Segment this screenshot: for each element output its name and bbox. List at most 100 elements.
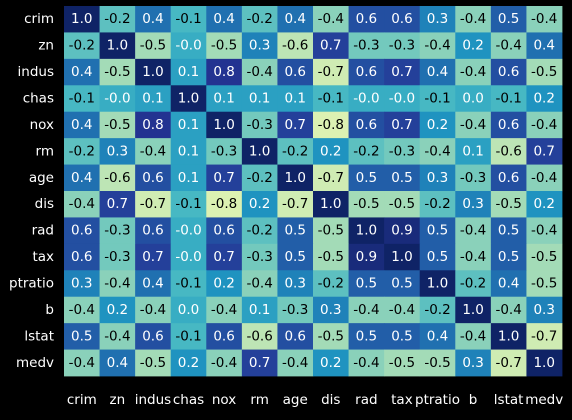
heatmap-cell-medv-ptratio: [419, 349, 456, 377]
heatmap-cell-tax-medv: [526, 243, 563, 271]
heatmap-cell-zn-crim: [64, 32, 100, 60]
cell-annotation-rm-dis: 0.2: [320, 143, 341, 159]
heatmap-cell-rad-dis: [313, 217, 349, 245]
cell-annotation-rad-chas: -0.0: [175, 223, 201, 239]
heatmap-cell-chas-rad: [348, 85, 385, 113]
cell-annotation-dis-zn: 0.7: [107, 196, 128, 212]
heatmap-cell-chas-rm: [241, 85, 278, 113]
heatmap-cell-crim-lstat: [490, 6, 527, 33]
cell-annotation-dis-ptratio: -0.2: [424, 196, 450, 212]
cell-annotation-dis-dis: 1.0: [320, 196, 341, 212]
heatmap-cell-zn-ptratio: [419, 32, 456, 60]
cell-annotation-nox-nox: 1.0: [213, 117, 234, 133]
heatmap-cell-nox-indus: [135, 111, 172, 139]
heatmap-cell-indus-tax: [384, 58, 421, 86]
cell-annotation-chas-age: 0.1: [284, 91, 305, 107]
heatmap-cell-tax-indus: [135, 243, 172, 271]
cell-annotation-nox-rad: 0.6: [356, 117, 377, 133]
heatmap-cell-b-medv: [526, 296, 563, 324]
heatmap-cell-indus-b: [455, 58, 492, 86]
cell-annotation-crim-lstat: 0.5: [498, 11, 519, 27]
cell-annotation-tax-ptratio: 0.5: [427, 249, 448, 265]
cell-annotation-rad-ptratio: 0.5: [427, 223, 448, 239]
cell-annotation-rm-chas: 0.1: [178, 143, 199, 159]
heatmap-cell-age-b: [455, 164, 492, 192]
heatmap-cell-medv-dis: [313, 349, 349, 377]
heatmap-cell-rad-lstat: [490, 217, 527, 245]
cell-annotation-b-zn: 0.2: [107, 302, 128, 318]
heatmap-cell-age-dis: [313, 164, 349, 192]
heatmap-cell-indus-lstat: [490, 58, 527, 86]
cell-annotation-medv-indus: -0.5: [140, 355, 166, 371]
heatmap-cell-rad-nox: [206, 217, 243, 245]
heatmap-cell-dis-zn: [99, 191, 136, 218]
cell-annotation-medv-chas: 0.2: [178, 355, 199, 371]
heatmap-cell-indus-medv: [526, 58, 563, 86]
cell-annotation-ptratio-tax: 0.5: [391, 276, 412, 292]
cell-annotation-b-rad: -0.4: [353, 302, 379, 318]
heatmap-cells: [64, 6, 563, 377]
cell-annotation-nox-zn: -0.5: [104, 117, 130, 133]
x-tick-label-medv: medv: [525, 392, 563, 408]
cell-annotation-chas-zn: -0.0: [104, 91, 130, 107]
cell-annotation-ptratio-zn: -0.4: [104, 276, 130, 292]
cell-annotation-tax-dis: -0.5: [318, 249, 344, 265]
y-tick-label-crim: crim: [24, 11, 54, 27]
y-tick-label-nox: nox: [30, 117, 54, 133]
heatmap-cell-rm-crim: [64, 138, 100, 165]
heatmap-cell-lstat-b: [455, 323, 492, 350]
cell-annotation-ptratio-chas: -0.1: [175, 276, 201, 292]
heatmap-cell-ptratio-zn: [99, 270, 136, 298]
cell-annotation-indus-rm: -0.4: [246, 64, 272, 80]
heatmap-cell-lstat-rm: [241, 323, 278, 350]
cell-annotation-dis-b: 0.3: [462, 196, 483, 212]
x-tick-label-lstat: lstat: [494, 392, 524, 408]
cell-annotation-medv-b: 0.3: [462, 355, 483, 371]
heatmap-cell-lstat-chas: [170, 323, 207, 350]
y-tick-label-b: b: [45, 302, 54, 318]
heatmap-cell-nox-nox: [206, 111, 243, 139]
heatmap-cell-age-indus: [135, 164, 172, 192]
heatmap-cell-medv-lstat: [490, 349, 527, 377]
heatmap-cell-dis-b: [455, 191, 492, 218]
cell-annotation-nox-dis: -0.8: [318, 117, 344, 133]
cell-annotation-tax-zn: -0.3: [104, 249, 130, 265]
cell-annotation-lstat-rm: -0.6: [246, 328, 272, 344]
cell-annotation-rad-tax: 0.9: [391, 223, 412, 239]
x-tick-label-zn: zn: [110, 392, 126, 408]
heatmap-cell-ptratio-b: [455, 270, 492, 298]
heatmap-cell-tax-tax: [384, 243, 421, 271]
cell-annotation-tax-rad: 0.9: [356, 249, 377, 265]
heatmap-cell-dis-crim: [64, 191, 100, 218]
cell-annotation-dis-rm: 0.2: [249, 196, 270, 212]
cell-annotation-tax-lstat: 0.5: [498, 249, 519, 265]
heatmap-cell-lstat-ptratio: [419, 323, 456, 350]
cell-annotation-lstat-b: -0.4: [460, 328, 486, 344]
heatmap-cell-dis-dis: [313, 191, 349, 218]
heatmap-cell-nox-zn: [99, 111, 136, 139]
heatmap-cell-nox-ptratio: [419, 111, 456, 139]
heatmap-cell-lstat-nox: [206, 323, 243, 350]
heatmap-cell-medv-medv: [526, 349, 563, 377]
cell-annotation-lstat-ptratio: 0.4: [427, 328, 448, 344]
cell-annotation-chas-tax: -0.0: [389, 91, 415, 107]
cell-annotation-dis-tax: -0.5: [389, 196, 415, 212]
cell-annotation-crim-zn: -0.2: [104, 11, 130, 27]
cell-annotation-zn-dis: 0.7: [320, 38, 341, 54]
cell-annotation-zn-tax: -0.3: [389, 38, 415, 54]
heatmap-cell-zn-zn: [99, 32, 136, 60]
cell-annotation-zn-nox: -0.5: [211, 38, 237, 54]
cell-annotation-lstat-crim: 0.5: [71, 328, 92, 344]
heatmap-cell-ptratio-ptratio: [419, 270, 456, 298]
heatmap-cell-b-crim: [64, 296, 100, 324]
y-tick-label-indus: indus: [18, 64, 54, 80]
heatmap-cell-rm-rm: [241, 138, 278, 165]
cell-annotation-chas-chas: 1.0: [178, 91, 199, 107]
cell-annotation-lstat-rad: 0.5: [356, 328, 377, 344]
cell-annotation-nox-crim: 0.4: [71, 117, 92, 133]
cell-annotation-b-medv: 0.3: [533, 302, 554, 318]
x-tick-labels: crim zn indus chas nox rm age dis rad tax ptratio b…: [67, 392, 563, 408]
cell-annotation-b-chas: 0.0: [178, 302, 199, 318]
cell-annotation-tax-chas: -0.0: [175, 249, 201, 265]
heatmap-cell-rad-crim: [64, 217, 100, 245]
